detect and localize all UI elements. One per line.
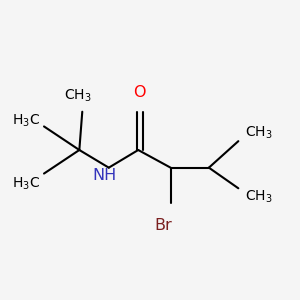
Text: CH$_3$: CH$_3$ — [245, 124, 273, 140]
Text: Br: Br — [154, 218, 172, 232]
Text: H$_3$C: H$_3$C — [12, 176, 40, 192]
Text: NH: NH — [92, 167, 116, 182]
Text: CH$_3$: CH$_3$ — [245, 189, 273, 205]
Text: O: O — [134, 85, 146, 100]
Text: H$_3$C: H$_3$C — [12, 112, 40, 129]
Text: CH$_3$: CH$_3$ — [64, 87, 92, 104]
